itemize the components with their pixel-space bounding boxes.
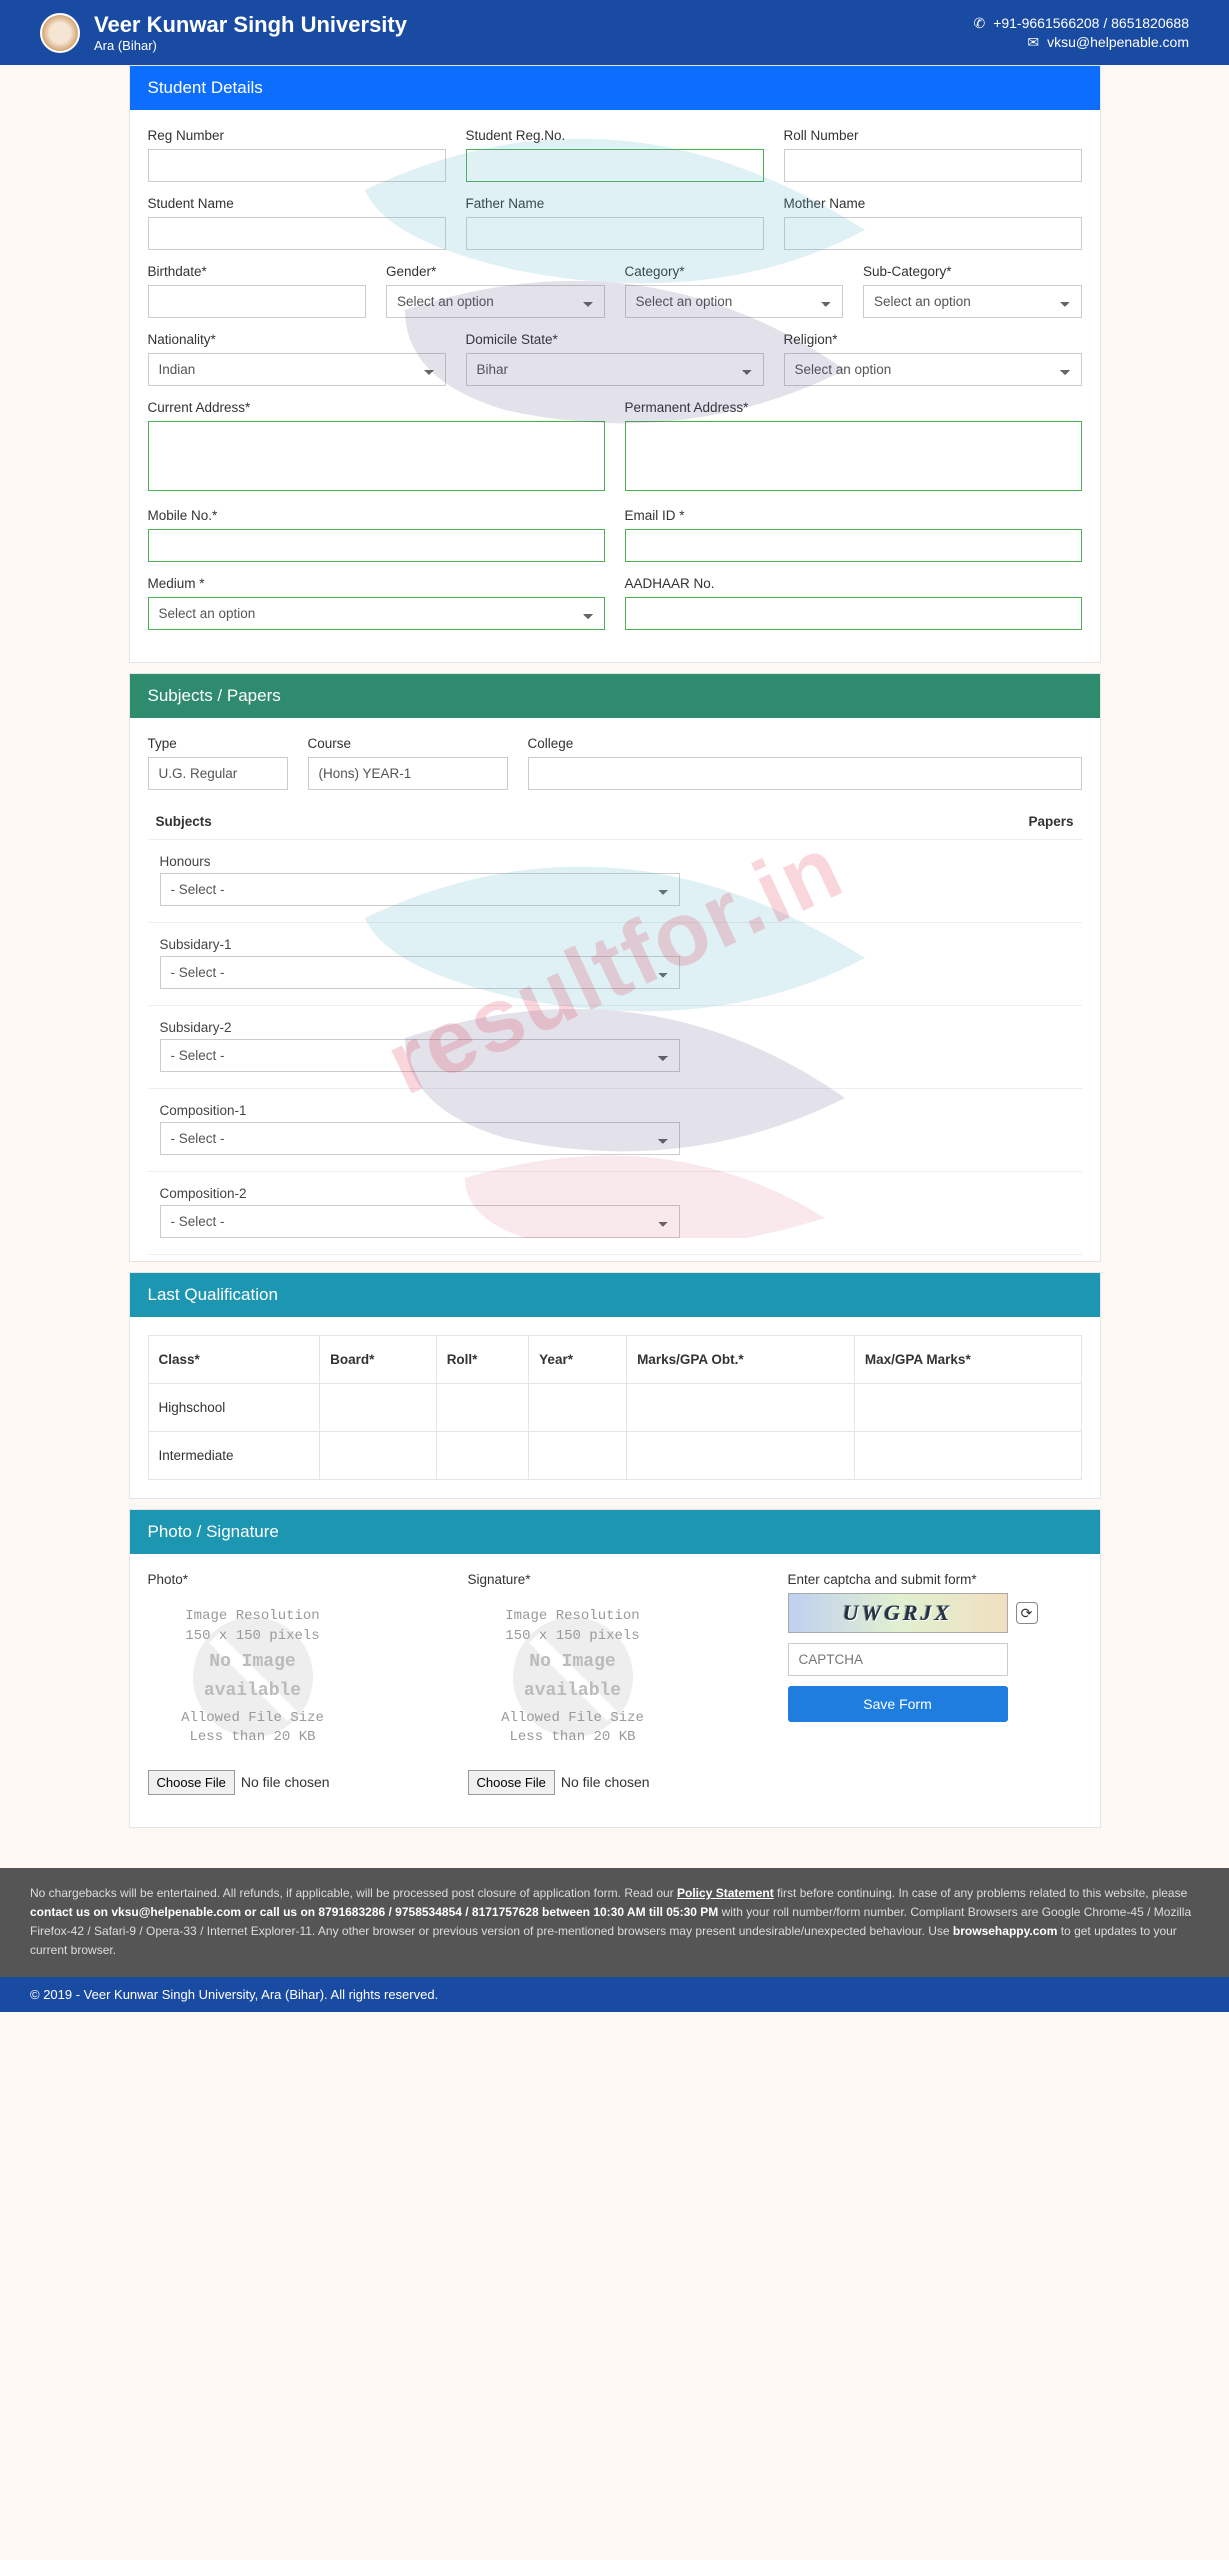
email-icon: ✉ xyxy=(1027,34,1039,51)
subject-group-label: Honours xyxy=(148,846,1082,873)
email-input[interactable] xyxy=(625,529,1082,562)
site-header: Veer Kunwar Singh University Ara (Bihar)… xyxy=(0,0,1229,65)
category-select[interactable]: Select an option xyxy=(625,285,844,318)
qual-col-header: Class* xyxy=(148,1336,320,1384)
subject-2-select[interactable]: - Select - xyxy=(160,1039,680,1072)
current-address-input[interactable] xyxy=(148,421,605,491)
qual-row: Highschool xyxy=(148,1384,1081,1432)
course-label: Course xyxy=(308,736,508,751)
footer-note: No chargebacks will be entertained. All … xyxy=(0,1868,1229,1977)
college-label: College xyxy=(528,736,1082,751)
student-details-heading: Student Details xyxy=(130,66,1100,110)
subject-group-label: Composition-1 xyxy=(148,1095,1082,1122)
captcha-input[interactable] xyxy=(788,1643,1008,1676)
save-form-button[interactable]: Save Form xyxy=(788,1686,1008,1722)
aadhaar-input[interactable] xyxy=(625,597,1082,630)
subjects-heading: Subjects / Papers xyxy=(130,674,1100,718)
student-regno-label: Student Reg.No. xyxy=(466,128,764,143)
religion-select[interactable]: Select an option xyxy=(784,353,1082,386)
subject-3-select[interactable]: - Select - xyxy=(160,1122,680,1155)
roll-number-label: Roll Number xyxy=(784,128,1082,143)
type-input xyxy=(148,757,288,790)
qual-col-header: Marks/GPA Obt.* xyxy=(627,1336,855,1384)
mobile-input[interactable] xyxy=(148,529,605,562)
medium-label: Medium * xyxy=(148,576,605,591)
domicile-select[interactable]: Bihar xyxy=(466,353,764,386)
subcategory-label: Sub-Category* xyxy=(863,264,1082,279)
father-name-input xyxy=(466,217,764,250)
last-qualification-panel: Last Qualification Class*Board*Roll*Year… xyxy=(129,1272,1101,1499)
permanent-address-label: Permanent Address* xyxy=(625,400,1082,415)
last-qualification-heading: Last Qualification xyxy=(130,1273,1100,1317)
subject-group-label: Subsidary-1 xyxy=(148,929,1082,956)
photo-placeholder: Image Resolution150 x 150 pixels No Imag… xyxy=(148,1593,358,1762)
signature-file-status: No file chosen xyxy=(561,1774,650,1790)
subjects-col-header: Subjects xyxy=(148,804,654,840)
university-logo xyxy=(40,13,80,53)
student-name-input xyxy=(148,217,446,250)
medium-select[interactable]: Select an option xyxy=(148,597,605,630)
type-label: Type xyxy=(148,736,288,751)
nationality-label: Nationality* xyxy=(148,332,446,347)
domicile-label: Domicile State* xyxy=(466,332,764,347)
religion-label: Religion* xyxy=(784,332,1082,347)
photo-signature-panel: Photo / Signature Photo* Image Resolutio… xyxy=(129,1509,1101,1828)
qualification-table: Class*Board*Roll*Year*Marks/GPA Obt.*Max… xyxy=(148,1335,1082,1480)
captcha-label: Enter captcha and submit form* xyxy=(788,1572,1082,1587)
captcha-image: UWGRJX xyxy=(788,1593,1008,1633)
header-phone: +91-9661566208 / 8651820688 xyxy=(993,15,1189,31)
subjects-panel: Subjects / Papers Type Course College Su… xyxy=(129,673,1101,1262)
birthdate-input xyxy=(148,285,367,318)
college-input xyxy=(528,757,1082,790)
signature-label: Signature* xyxy=(468,1572,768,1587)
reg-number-label: Reg Number xyxy=(148,128,446,143)
student-details-panel: Student Details Reg Number Student Reg.N… xyxy=(129,65,1101,663)
qual-col-header: Max/GPA Marks* xyxy=(854,1336,1081,1384)
photo-signature-heading: Photo / Signature xyxy=(130,1510,1100,1554)
footer-copyright: © 2019 - Veer Kunwar Singh University, A… xyxy=(0,1977,1229,2012)
subject-0-select[interactable]: - Select - xyxy=(160,873,680,906)
category-label: Category* xyxy=(625,264,844,279)
aadhaar-label: AADHAAR No. xyxy=(625,576,1082,591)
subject-group-label: Subsidary-2 xyxy=(148,1012,1082,1039)
qual-col-header: Roll* xyxy=(436,1336,528,1384)
qual-row: Intermediate xyxy=(148,1432,1081,1480)
student-name-label: Student Name xyxy=(148,196,446,211)
photo-choose-file-button[interactable]: Choose File xyxy=(148,1770,235,1795)
current-address-label: Current Address* xyxy=(148,400,605,415)
signature-choose-file-button[interactable]: Choose File xyxy=(468,1770,555,1795)
gender-select[interactable]: Select an option xyxy=(386,285,605,318)
subject-1-select[interactable]: - Select - xyxy=(160,956,680,989)
permanent-address-input[interactable] xyxy=(625,421,1082,491)
captcha-refresh-icon[interactable]: ⟳ xyxy=(1016,1602,1038,1624)
browsehappy-link[interactable]: browsehappy.com xyxy=(953,1924,1057,1938)
university-location: Ara (Bihar) xyxy=(94,38,407,53)
header-email: vksu@helpenable.com xyxy=(1047,34,1189,50)
policy-statement-link[interactable]: Policy Statement xyxy=(677,1886,774,1900)
roll-number-input xyxy=(784,149,1082,182)
birthdate-label: Birthdate* xyxy=(148,264,367,279)
qual-col-header: Board* xyxy=(320,1336,437,1384)
student-regno-input[interactable] xyxy=(466,149,764,182)
phone-icon: ✆ xyxy=(973,15,985,32)
mother-name-input xyxy=(784,217,1082,250)
subcategory-select[interactable]: Select an option xyxy=(863,285,1082,318)
papers-col-header: Papers xyxy=(654,804,1082,840)
father-name-label: Father Name xyxy=(466,196,764,211)
signature-placeholder: Image Resolution150 x 150 pixels No Imag… xyxy=(468,1593,678,1762)
mother-name-label: Mother Name xyxy=(784,196,1082,211)
qual-col-header: Year* xyxy=(529,1336,627,1384)
university-name: Veer Kunwar Singh University xyxy=(94,12,407,38)
nationality-select[interactable]: Indian xyxy=(148,353,446,386)
subjects-table: SubjectsPapers xyxy=(148,804,1082,840)
reg-number-input xyxy=(148,149,446,182)
photo-file-status: No file chosen xyxy=(241,1774,330,1790)
email-label: Email ID * xyxy=(625,508,1082,523)
photo-label: Photo* xyxy=(148,1572,448,1587)
course-input xyxy=(308,757,508,790)
gender-label: Gender* xyxy=(386,264,605,279)
mobile-label: Mobile No.* xyxy=(148,508,605,523)
subject-group-label: Composition-2 xyxy=(148,1178,1082,1205)
subject-4-select[interactable]: - Select - xyxy=(160,1205,680,1238)
